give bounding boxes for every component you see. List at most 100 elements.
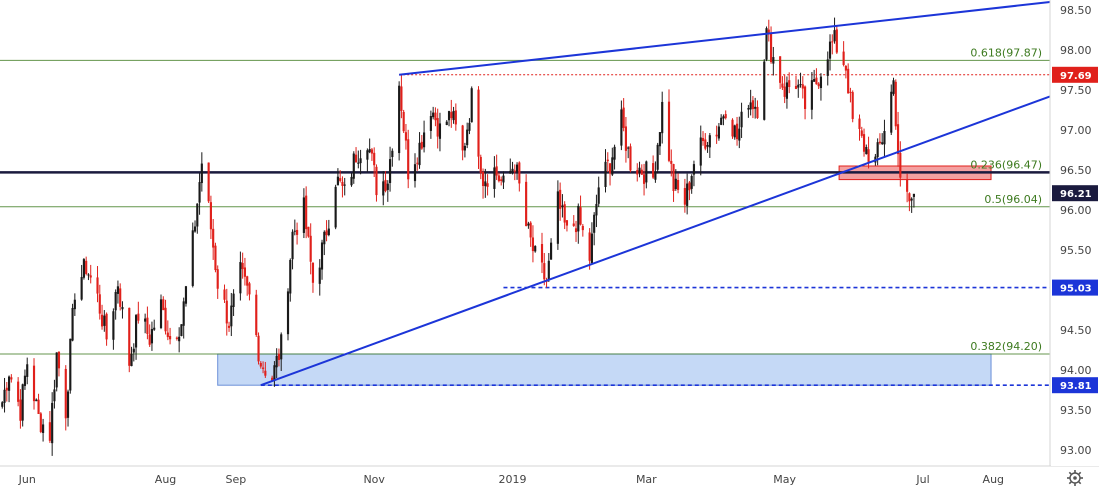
candle-body [815,77,818,85]
candle-body [794,85,798,89]
candle-body [407,139,410,180]
candle-body [556,191,559,244]
candle-body [223,289,226,300]
candle-body [180,324,183,337]
candle-body [912,193,916,197]
candle-body [200,163,203,184]
candle-body [692,164,696,175]
candle-body [96,277,99,294]
candle-body [661,101,664,134]
fib-label-0: 0.618(97.87) [970,46,1042,59]
annotations-layer: 0.618(97.87) 0.236(96.47) 0.5(96.04) 0.382(… [970,46,1042,353]
candle-body [191,230,194,286]
candle-body [64,368,67,419]
x-tick-label: Nov [363,473,385,486]
candle-body [500,179,503,181]
candle-body [606,159,609,162]
candle-body [146,317,149,334]
candle-body [624,126,627,151]
candle-body [21,384,24,421]
candle-body [212,228,215,248]
candle-body [257,335,260,362]
settings-gear-icon[interactable] [1067,470,1083,486]
candle-body [159,299,163,328]
candle-body [572,223,575,226]
candle-body [468,122,471,131]
candle-body [450,112,453,119]
candle-body [432,112,435,118]
candle-body [271,377,274,381]
candle-body [423,132,426,148]
candle-body [654,171,657,180]
candle-body [264,370,267,376]
candle-body [797,84,800,88]
candle-body [565,220,569,226]
candle-body [842,51,845,65]
candle-body [740,111,743,128]
candle-body [55,352,58,388]
candle-body [137,313,140,321]
candle-body [302,197,305,233]
candle-body [214,245,217,271]
candle-body [747,108,750,110]
candle-body [10,377,13,380]
candle-body [833,30,836,42]
candle-body [51,402,54,444]
candle-body [896,124,900,155]
candle-body [175,337,178,339]
candle-body [19,399,22,421]
candle-body [597,187,600,204]
candle-body [273,365,276,381]
candle-body [26,364,29,377]
candle-body [497,175,500,182]
price-badge-label-3: 93.81 [1060,381,1092,392]
candle-body [325,230,328,236]
price-badge-1 [1052,185,1098,202]
fib-label-3: 0.382(94.20) [970,340,1042,353]
candle-body [386,183,389,190]
candle-body [890,91,893,133]
candle-body [894,81,897,127]
candle-body [799,84,802,86]
candle-body [85,260,88,274]
candle-body [751,100,754,110]
candle-body [699,137,702,166]
candle-body [801,84,804,89]
y-tick-label: 97.00 [1060,124,1092,137]
candle-body [243,267,247,277]
candle-body [320,242,324,270]
y-tick-label: 95.50 [1060,244,1092,257]
candle-body [5,387,8,391]
candle-body [733,125,736,138]
candle-body [452,110,455,121]
candle-body [463,145,466,151]
candle-body [577,205,580,232]
candle-body [683,188,686,205]
candle-body [42,424,45,433]
candle-body [105,313,108,340]
candle-body [527,223,530,226]
candle-body [164,307,167,332]
candle-body [708,135,711,148]
candle-body [828,41,832,59]
candle-body [198,182,201,203]
candle-body [184,286,188,304]
candle-body [908,193,911,202]
candle-body [515,164,519,172]
candle-body [402,111,405,132]
candle-body [112,311,115,340]
candle-body [318,267,321,284]
candle-body [169,336,172,340]
candle-body [230,305,233,327]
x-tick-label: Aug [155,473,176,486]
candle-body [847,68,850,94]
candle-body [343,184,346,186]
candle-body [327,228,330,236]
candle-body [153,327,156,330]
candle-body [534,246,537,252]
candle-body [667,101,671,161]
candle-body [3,389,6,403]
candle-body [810,80,813,110]
candle-body [724,114,727,119]
